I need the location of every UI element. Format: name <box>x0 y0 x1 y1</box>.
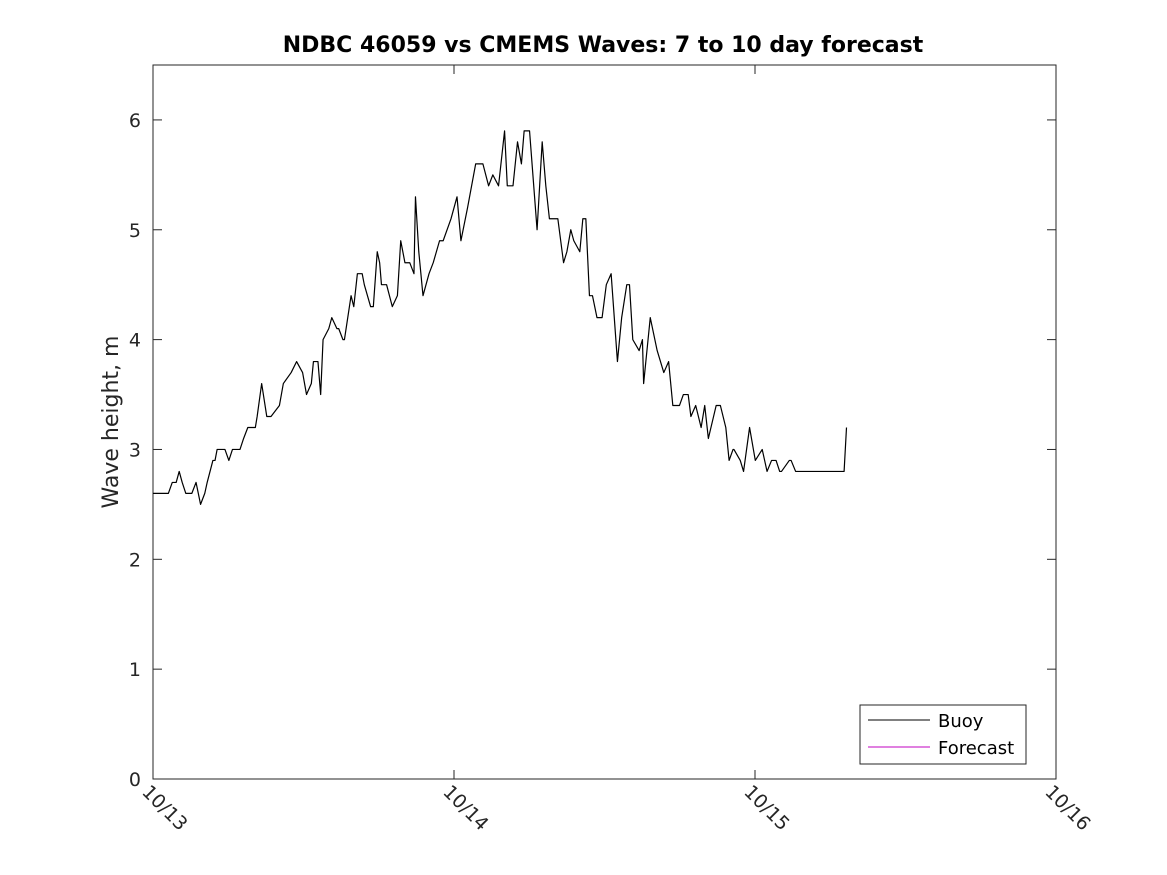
chart-title: NDBC 46059 vs CMEMS Waves: 7 to 10 day f… <box>283 33 924 58</box>
y-tick-label: 2 <box>129 549 141 571</box>
legend-buoy-label: Buoy <box>938 711 984 732</box>
y-axis-ticks: 0 1 2 3 4 5 6 <box>129 110 1056 791</box>
x-tick-label: 10/13 <box>137 781 191 835</box>
y-tick-label: 0 <box>129 769 141 791</box>
plot-area <box>152 64 1057 780</box>
y-tick-label: 3 <box>129 439 141 461</box>
y-tick-label: 4 <box>129 330 141 352</box>
legend: Buoy Forecast <box>859 704 1027 765</box>
legend-forecast-label: Forecast <box>938 738 1014 759</box>
legend-box <box>859 704 1027 765</box>
y-tick-label: 5 <box>129 220 141 242</box>
series-line-buoy <box>153 130 848 505</box>
x-tick-label: 10/15 <box>739 781 793 835</box>
y-tick-label: 6 <box>129 110 141 132</box>
x-tick-label: 10/16 <box>1040 781 1094 835</box>
x-tick-label: 10/14 <box>438 781 492 835</box>
y-tick-label: 1 <box>129 659 141 681</box>
y-axis-label: Wave height, m <box>99 336 124 509</box>
series-lines <box>153 130 848 505</box>
